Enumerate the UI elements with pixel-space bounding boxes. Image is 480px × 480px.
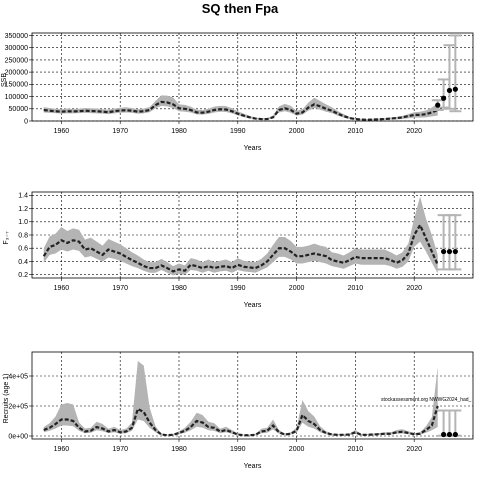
x-axis-label: Years xyxy=(244,463,262,470)
x-tick-label: 1960 xyxy=(54,128,70,135)
projection-point xyxy=(435,102,441,108)
projection-point xyxy=(441,248,447,255)
projection-point xyxy=(446,248,453,255)
x-tick-label: 2000 xyxy=(289,446,305,453)
x-tick-label: 2010 xyxy=(348,128,364,135)
y-tick-label: 200000 xyxy=(5,70,28,77)
plot-frame xyxy=(31,32,474,122)
x-tick-label: 1990 xyxy=(230,446,246,453)
y-tick-label: 0.4 xyxy=(18,259,28,266)
y-tick-label: 4e+05 xyxy=(8,373,28,380)
x-tick-label: 1980 xyxy=(171,128,187,135)
x-tick-label: 2000 xyxy=(289,128,305,135)
x-axis-label: Years xyxy=(244,302,262,309)
y-tick-label: 0 xyxy=(24,118,28,125)
projection-point xyxy=(446,431,453,438)
y-axis-label: Recruits (age 1) xyxy=(3,374,10,424)
x-tick-label: 1970 xyxy=(112,285,128,292)
confidence-band xyxy=(43,361,438,436)
x-tick-label: 2010 xyxy=(348,446,364,453)
x-tick-label: 2020 xyxy=(406,128,422,135)
x-tick-label: 1980 xyxy=(171,446,187,453)
x-tick-label: 2010 xyxy=(348,285,364,292)
y-tick-label: 1.0 xyxy=(18,219,28,226)
y-tick-label: 300000 xyxy=(5,45,28,52)
y-tick-label: 1.2 xyxy=(18,206,28,213)
y-tick-label: 0.6 xyxy=(18,246,28,253)
y-tick-label: 150000 xyxy=(5,82,28,89)
y-tick-label: 250000 xyxy=(5,57,28,64)
projection-point xyxy=(452,248,458,255)
x-tick-label: 1970 xyxy=(112,128,128,135)
x-tick-label: 1990 xyxy=(230,285,246,292)
x-tick-label: 1990 xyxy=(230,128,246,135)
projection-point xyxy=(446,87,453,94)
projection-point xyxy=(452,431,458,438)
x-tick-label: 1970 xyxy=(112,446,128,453)
plot-frame xyxy=(31,351,474,440)
y-tick-label: 100000 xyxy=(5,94,28,101)
x-tick-label: 2020 xyxy=(406,285,422,292)
x-tick-label: 2000 xyxy=(289,285,305,292)
watermark-annotation: stockassessment.org NWWG2024_had_ xyxy=(381,397,472,403)
x-tick-label: 1960 xyxy=(54,446,70,453)
panel-fbar: 1960 1970 1980 1990 2000 2010 2020 0.2 0.4 0.6 0.8… xyxy=(3,191,474,309)
y-tick-label: 0e+00 xyxy=(8,433,28,440)
x-tick-label: 1960 xyxy=(54,285,70,292)
projection-point xyxy=(441,95,447,101)
y-axis-label: SSB xyxy=(1,73,8,87)
y-axis-label: F₃₋₇ xyxy=(3,231,10,245)
figure-title: SQ then Fpa xyxy=(202,1,279,16)
x-axis-label: Years xyxy=(244,145,262,152)
panel-ssb: 1960 1970 1980 1990 2000 2010 2020 0 50000 100000… xyxy=(1,32,474,152)
panel-recruitment: 1960 1970 1980 1990 2000 2010 2020 0e+00 2e+05 4e… xyxy=(3,351,474,470)
confidence-band xyxy=(43,95,438,121)
estimate-line xyxy=(43,405,439,437)
projection-point xyxy=(441,431,447,438)
x-tick-label: 1980 xyxy=(171,285,187,292)
y-tick-label: 1.4 xyxy=(18,193,28,200)
projection-point xyxy=(452,86,458,92)
y-tick-label: 0.8 xyxy=(18,232,28,239)
y-tick-label: 2e+05 xyxy=(8,403,28,410)
x-tick-label: 2020 xyxy=(406,446,422,453)
y-tick-label: 50000 xyxy=(9,106,29,113)
confidence-band xyxy=(43,196,438,276)
y-tick-label: 350000 xyxy=(5,33,28,40)
y-tick-label: 0.2 xyxy=(18,272,28,279)
estimate-line xyxy=(42,222,439,273)
